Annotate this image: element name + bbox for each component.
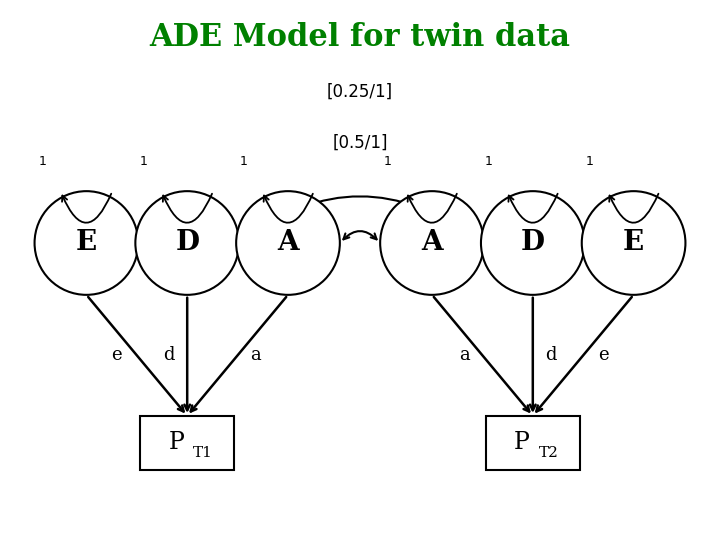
Text: T2: T2 [539,446,559,460]
Text: ADE Model for twin data: ADE Model for twin data [150,22,570,53]
Ellipse shape [236,191,340,295]
Text: T1: T1 [193,446,213,460]
Text: 1: 1 [384,155,392,168]
Text: d: d [545,346,557,364]
Bar [140,416,234,470]
Text: e: e [598,346,608,364]
Text: [0.25/1]: [0.25/1] [327,83,393,101]
Ellipse shape [481,191,585,295]
Text: A: A [277,230,299,256]
Text: 1: 1 [485,155,492,168]
Text: P: P [514,431,530,454]
Bar [486,416,580,470]
Text: 1: 1 [139,155,147,168]
Ellipse shape [380,191,484,295]
Text: D: D [521,230,545,256]
Ellipse shape [582,191,685,295]
Text: 1: 1 [585,155,593,168]
Text: E: E [623,230,644,256]
Text: P: P [168,431,184,454]
Text: a: a [459,346,469,364]
Text: a: a [251,346,261,364]
Text: e: e [112,346,122,364]
Ellipse shape [135,191,239,295]
Text: d: d [163,346,175,364]
Text: [0.5/1]: [0.5/1] [332,134,388,152]
Text: 1: 1 [38,155,46,168]
Ellipse shape [35,191,138,295]
Text: E: E [76,230,97,256]
Text: A: A [421,230,443,256]
Text: 1: 1 [240,155,248,168]
Text: D: D [175,230,199,256]
